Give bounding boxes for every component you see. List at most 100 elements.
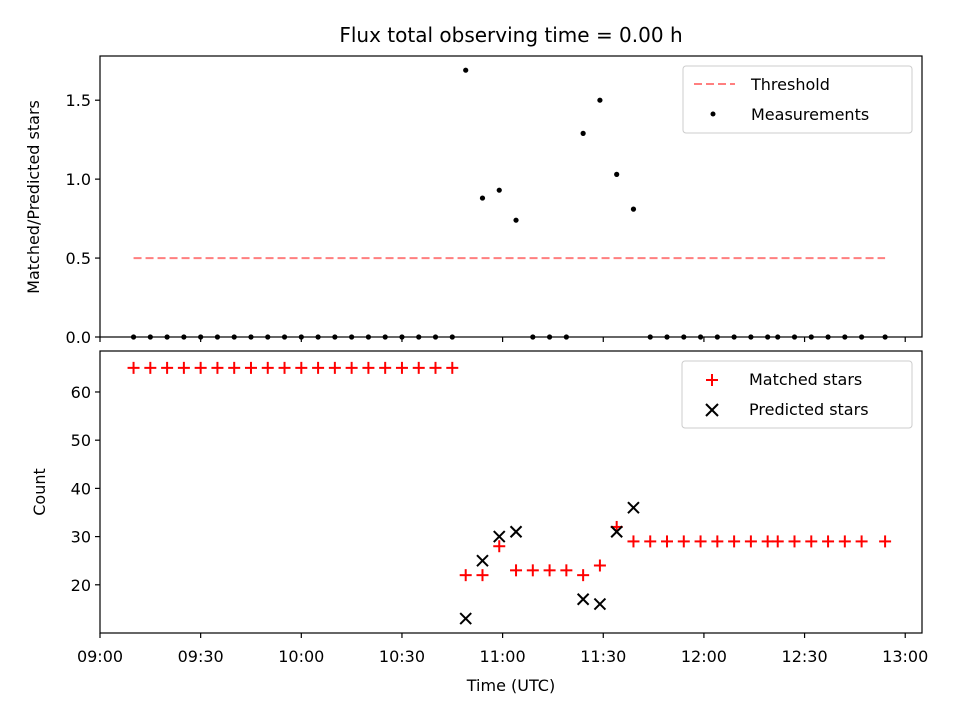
- matched-point: [161, 361, 174, 374]
- predicted-legend-label: Predicted stars: [749, 400, 869, 419]
- matched-point: [805, 535, 818, 548]
- x-tick-label: 09:30: [178, 647, 224, 666]
- measurement-point: [580, 130, 586, 136]
- matched-point: [761, 535, 774, 548]
- chart-title: Flux total observing time = 0.00 h: [339, 23, 682, 47]
- bottom-series-group: [127, 361, 892, 625]
- matched-point: [312, 361, 325, 374]
- top-y-axis: 0.0 0.5 1.0 1.5: [66, 91, 100, 347]
- measurement-point: [147, 334, 153, 340]
- y-tick-label: 30: [71, 528, 91, 547]
- matched-point: [194, 361, 207, 374]
- measurement-point: [681, 334, 687, 340]
- matched-point: [593, 559, 606, 572]
- measurement-point: [513, 217, 519, 223]
- matched-point: [543, 564, 556, 577]
- measurement-point: [382, 334, 388, 340]
- measurement-point: [842, 334, 848, 340]
- top-legend-frame: [682, 65, 913, 134]
- matched-point: [661, 535, 674, 548]
- matched-legend-label: Matched stars: [749, 370, 862, 389]
- bottom-y-axis-label: Count: [30, 468, 49, 516]
- measurement-point: [130, 334, 137, 340]
- predicted-legend-swatch: [705, 403, 719, 417]
- matched-point: [261, 361, 274, 374]
- matched-point: [627, 535, 640, 548]
- x-tick-label: 12:00: [681, 647, 727, 666]
- matched-point: [728, 535, 741, 548]
- matched-point: [328, 361, 341, 374]
- matched-point: [644, 535, 657, 548]
- measurement-point: [248, 334, 254, 340]
- bottom-plot-frame: [99, 350, 923, 634]
- predicted-point: [493, 530, 506, 543]
- measurement-point: [315, 334, 321, 340]
- matched-point: [211, 361, 224, 374]
- bottom-panel: 20 30 40 50 60 09:00 09:30 10:00 10:30 11:00 11:3…: [30, 350, 928, 695]
- matched-point: [476, 569, 489, 582]
- y-tick-label: 50: [71, 431, 91, 450]
- matched-point: [694, 535, 707, 548]
- x-tick-label: 11:00: [480, 647, 526, 666]
- x-axis-label: Time (UTC): [466, 676, 555, 695]
- matched-point: [446, 361, 459, 374]
- measurement-point: [181, 334, 187, 340]
- y-tick-label: 1.0: [66, 170, 91, 189]
- measurement-point: [449, 334, 455, 340]
- bottom-legend: Matched stars Predicted stars: [681, 360, 913, 429]
- y-tick-label: 1.5: [66, 91, 91, 110]
- measurement-point: [765, 334, 771, 340]
- measurement-point: [265, 334, 271, 340]
- measurement-point: [416, 334, 422, 340]
- x-tick-label: 11:30: [580, 647, 626, 666]
- y-tick-label: 20: [71, 576, 91, 595]
- measurement-point: [332, 334, 338, 340]
- measurement-point: [825, 334, 831, 340]
- matched-point: [879, 535, 892, 548]
- measurement-point: [530, 334, 536, 340]
- matched-legend-swatch: [706, 374, 718, 386]
- matched-point: [577, 569, 590, 582]
- matched-point: [771, 535, 784, 548]
- bottom-legend-frame: [681, 360, 913, 429]
- y-tick-label: 60: [71, 383, 91, 402]
- matched-point: [429, 361, 442, 374]
- measurement-point: [349, 334, 355, 340]
- measurement-point: [748, 334, 754, 340]
- predicted-point: [476, 554, 489, 567]
- y-tick-label: 40: [71, 479, 91, 498]
- measurement-point: [647, 334, 653, 340]
- matched-point: [510, 564, 523, 577]
- measurement-point: [432, 334, 439, 340]
- matched-point: [711, 535, 724, 548]
- x-tick-label: 09:00: [77, 647, 123, 666]
- measurement-point: [164, 334, 170, 340]
- predicted-point: [627, 501, 640, 514]
- measurements-legend-swatch: [710, 111, 716, 117]
- top-plot-frame: [99, 55, 923, 338]
- predicted-point: [593, 597, 607, 611]
- measurement-point: [479, 195, 486, 201]
- y-tick-label: 0.0: [66, 328, 91, 347]
- x-tick-label: 10:00: [278, 647, 324, 666]
- measurement-point: [365, 334, 372, 340]
- top-y-axis-label: Matched/Predicted stars: [24, 100, 43, 294]
- matched-point: [228, 361, 241, 374]
- matched-point: [526, 564, 539, 577]
- matched-point: [144, 361, 157, 374]
- matched-point: [459, 569, 472, 582]
- matched-point: [677, 535, 690, 548]
- measurement-point: [214, 334, 221, 340]
- matched-point: [412, 361, 425, 374]
- x-tick-label: 10:30: [379, 647, 425, 666]
- matched-point: [379, 361, 392, 374]
- matched-point: [345, 361, 358, 374]
- matched-point: [362, 361, 375, 374]
- matched-point: [744, 535, 757, 548]
- measurements-legend-label: Measurements: [751, 105, 869, 124]
- matched-point: [295, 361, 308, 374]
- measurement-point: [859, 334, 865, 340]
- predicted-point: [509, 525, 523, 538]
- matched-point: [127, 361, 140, 374]
